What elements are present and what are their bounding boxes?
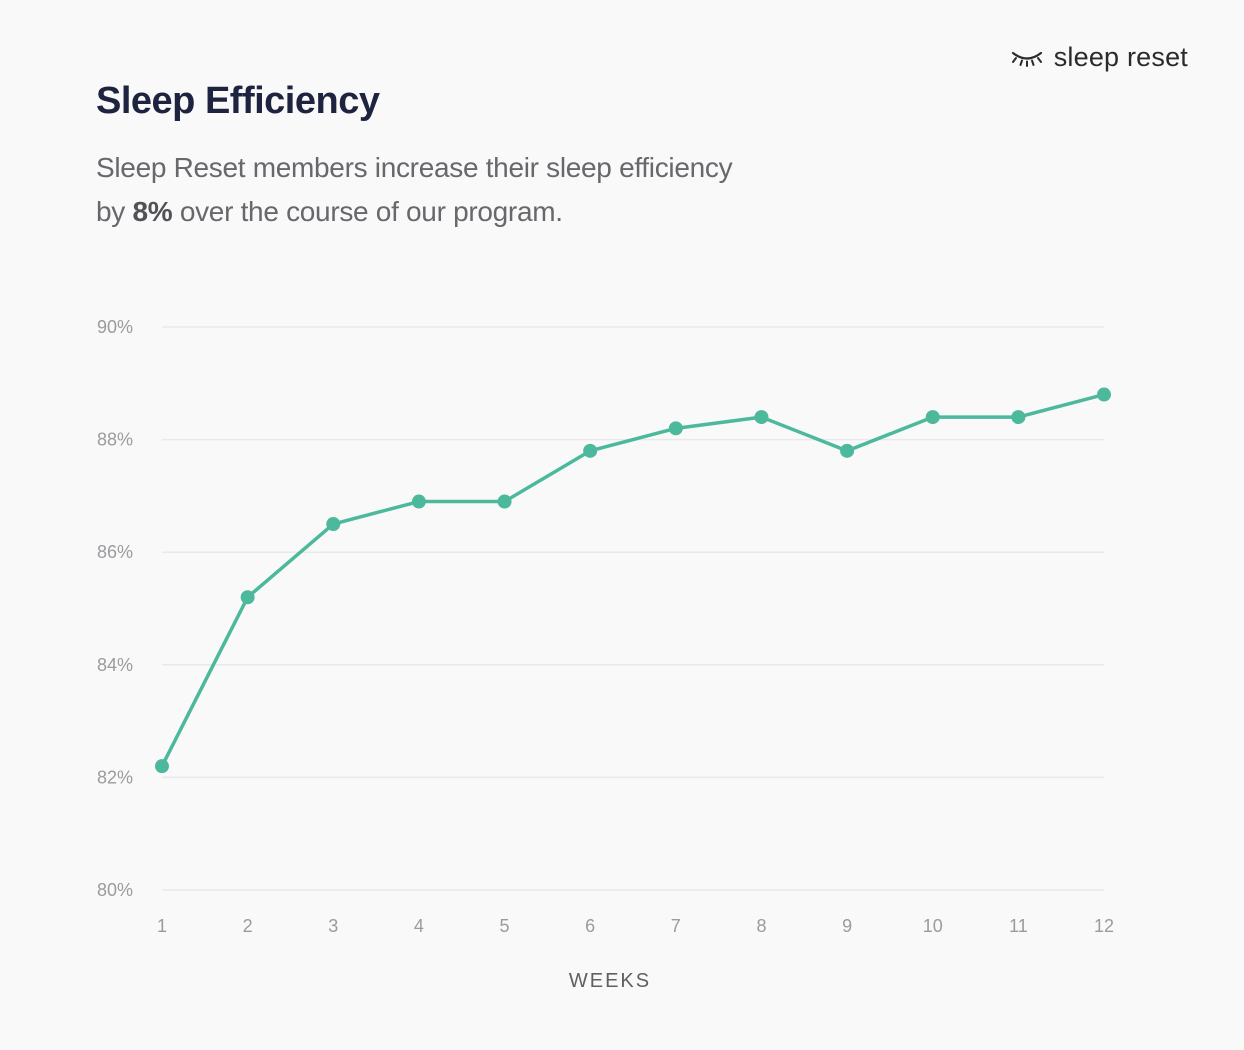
page-subtitle: Sleep Reset members increase their sleep…: [96, 146, 816, 234]
y-tick-label: 82%: [97, 767, 133, 787]
subtitle-line-1: Sleep Reset members increase their sleep…: [96, 152, 733, 183]
x-tick-label: 6: [585, 916, 595, 936]
series-line: [160, 392, 1106, 768]
data-point: [1011, 410, 1026, 425]
x-tick-label: 4: [414, 916, 424, 936]
subtitle-highlight: 8%: [132, 196, 173, 227]
x-tick-label: 2: [243, 916, 253, 936]
y-tick-label: 88%: [97, 430, 133, 450]
closed-eye-icon: [1010, 47, 1044, 69]
subtitle-by: by: [96, 196, 125, 227]
data-point: [1097, 387, 1111, 402]
x-tick-label: 3: [328, 916, 338, 936]
x-tick-label: 7: [671, 916, 681, 936]
y-tick-label: 86%: [97, 542, 133, 562]
subtitle-rest: over the course of our program.: [179, 196, 563, 227]
brand-logo: sleep reset: [1010, 42, 1188, 73]
y-tick-label: 84%: [97, 655, 133, 675]
x-tick-label: 1: [157, 916, 167, 936]
data-point: [925, 410, 940, 425]
x-axis-ticks: 1 2 3 4 5 6 7 8 9 10 11 12: [157, 916, 1114, 936]
x-tick-label: 11: [1009, 916, 1028, 936]
x-tick-label: 9: [842, 916, 852, 936]
data-point: [497, 494, 512, 509]
data-point: [155, 759, 169, 774]
page-title: Sleep Efficiency: [96, 80, 380, 122]
data-point: [754, 410, 769, 425]
data-point: [326, 517, 341, 532]
x-axis-label: WEEKS: [569, 970, 651, 992]
data-point: [583, 443, 598, 458]
series-layer: [155, 387, 1111, 774]
x-tick-label: 5: [500, 916, 510, 936]
data-point: [840, 443, 855, 458]
data-point: [668, 421, 683, 436]
data-point: [240, 590, 255, 605]
grid-lines: [162, 326, 1104, 891]
x-tick-label: 12: [1094, 916, 1114, 936]
brand-name: sleep reset: [1053, 42, 1188, 72]
data-point: [411, 494, 426, 509]
y-tick-label: 90%: [97, 317, 133, 337]
x-tick-label: 10: [923, 916, 943, 936]
y-axis-ticks: 80% 82% 84% 86% 88% 90%: [97, 317, 133, 900]
x-tick-label: 8: [756, 916, 766, 936]
y-tick-label: 80%: [97, 880, 133, 900]
